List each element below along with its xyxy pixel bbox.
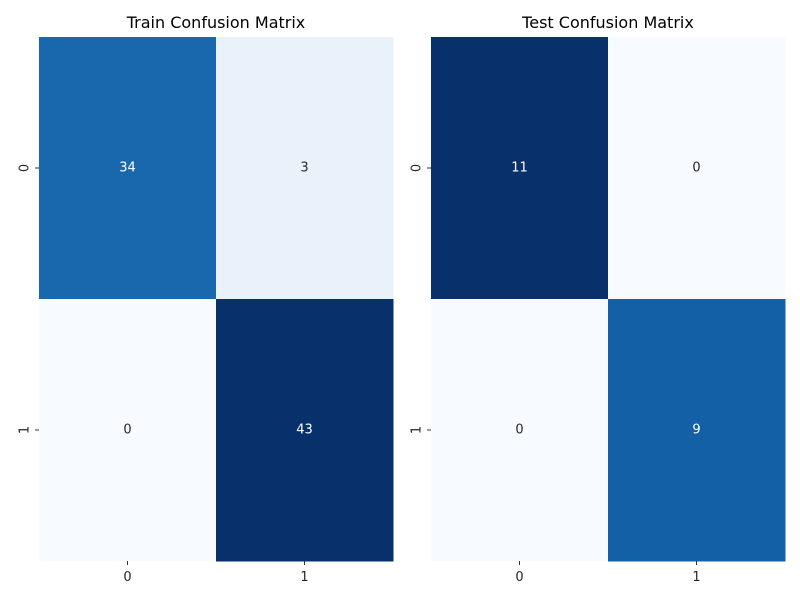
x-tick-label: 1	[692, 570, 700, 585]
y-tick-label: 1	[410, 426, 425, 434]
heatmap-cell	[39, 37, 217, 300]
heatmap-cell	[39, 299, 217, 562]
cell-value-label: 11	[511, 161, 528, 176]
heatmap-cell	[216, 299, 394, 562]
y-tick-label: 0	[18, 164, 33, 172]
chart-title: Train Confusion Matrix	[126, 13, 306, 32]
x-tick-label: 0	[515, 570, 523, 585]
y-tick-label: 1	[18, 426, 33, 434]
test-confusion-matrix: Test Confusion Matrix 11 0 0 9 0 1 0 1	[410, 13, 786, 585]
y-tick-label: 0	[410, 164, 425, 172]
cell-value-label: 9	[692, 423, 700, 438]
heatmap-cell	[216, 37, 394, 300]
train-confusion-matrix: Train Confusion Matrix 34 3 0 43 0 1 0 1	[18, 13, 394, 585]
cell-value-label: 0	[515, 423, 523, 438]
cell-value-label: 0	[692, 161, 700, 176]
cell-value-label: 0	[123, 423, 131, 438]
x-tick-label: 0	[123, 570, 131, 585]
chart-title: Test Confusion Matrix	[521, 13, 694, 32]
cell-value-label: 3	[300, 161, 308, 176]
cell-value-label: 34	[119, 161, 136, 176]
x-tick-label: 1	[300, 570, 308, 585]
heatmap-cell	[431, 299, 609, 562]
cell-value-label: 43	[296, 423, 313, 438]
heatmap-cell	[431, 37, 609, 300]
heatmap-cell	[608, 37, 786, 300]
heatmap-cell	[608, 299, 786, 562]
